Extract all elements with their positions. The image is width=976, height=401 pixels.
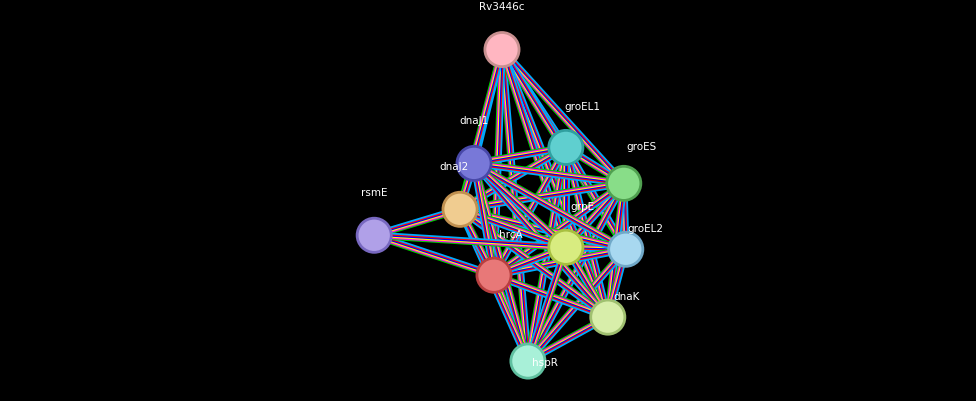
Ellipse shape — [590, 300, 625, 334]
Ellipse shape — [607, 166, 641, 200]
Text: dnaJ2: dnaJ2 — [439, 162, 468, 172]
Text: groES: groES — [627, 142, 657, 152]
Ellipse shape — [443, 192, 477, 227]
Ellipse shape — [510, 344, 545, 378]
Text: groEL1: groEL1 — [565, 102, 600, 112]
Text: groEL2: groEL2 — [627, 224, 663, 234]
Text: Rv3446c: Rv3446c — [479, 2, 525, 12]
Ellipse shape — [549, 130, 583, 164]
Ellipse shape — [457, 146, 491, 180]
Text: rsmE: rsmE — [361, 188, 387, 198]
Ellipse shape — [477, 258, 511, 292]
Text: dnaK: dnaK — [614, 292, 640, 302]
Ellipse shape — [485, 32, 519, 67]
Text: hrcA: hrcA — [499, 230, 522, 240]
Text: dnaJ1: dnaJ1 — [460, 116, 489, 126]
Ellipse shape — [609, 232, 643, 266]
Ellipse shape — [357, 218, 391, 252]
Ellipse shape — [549, 230, 583, 264]
Text: hspR: hspR — [532, 358, 557, 368]
Text: grpE: grpE — [571, 202, 594, 212]
